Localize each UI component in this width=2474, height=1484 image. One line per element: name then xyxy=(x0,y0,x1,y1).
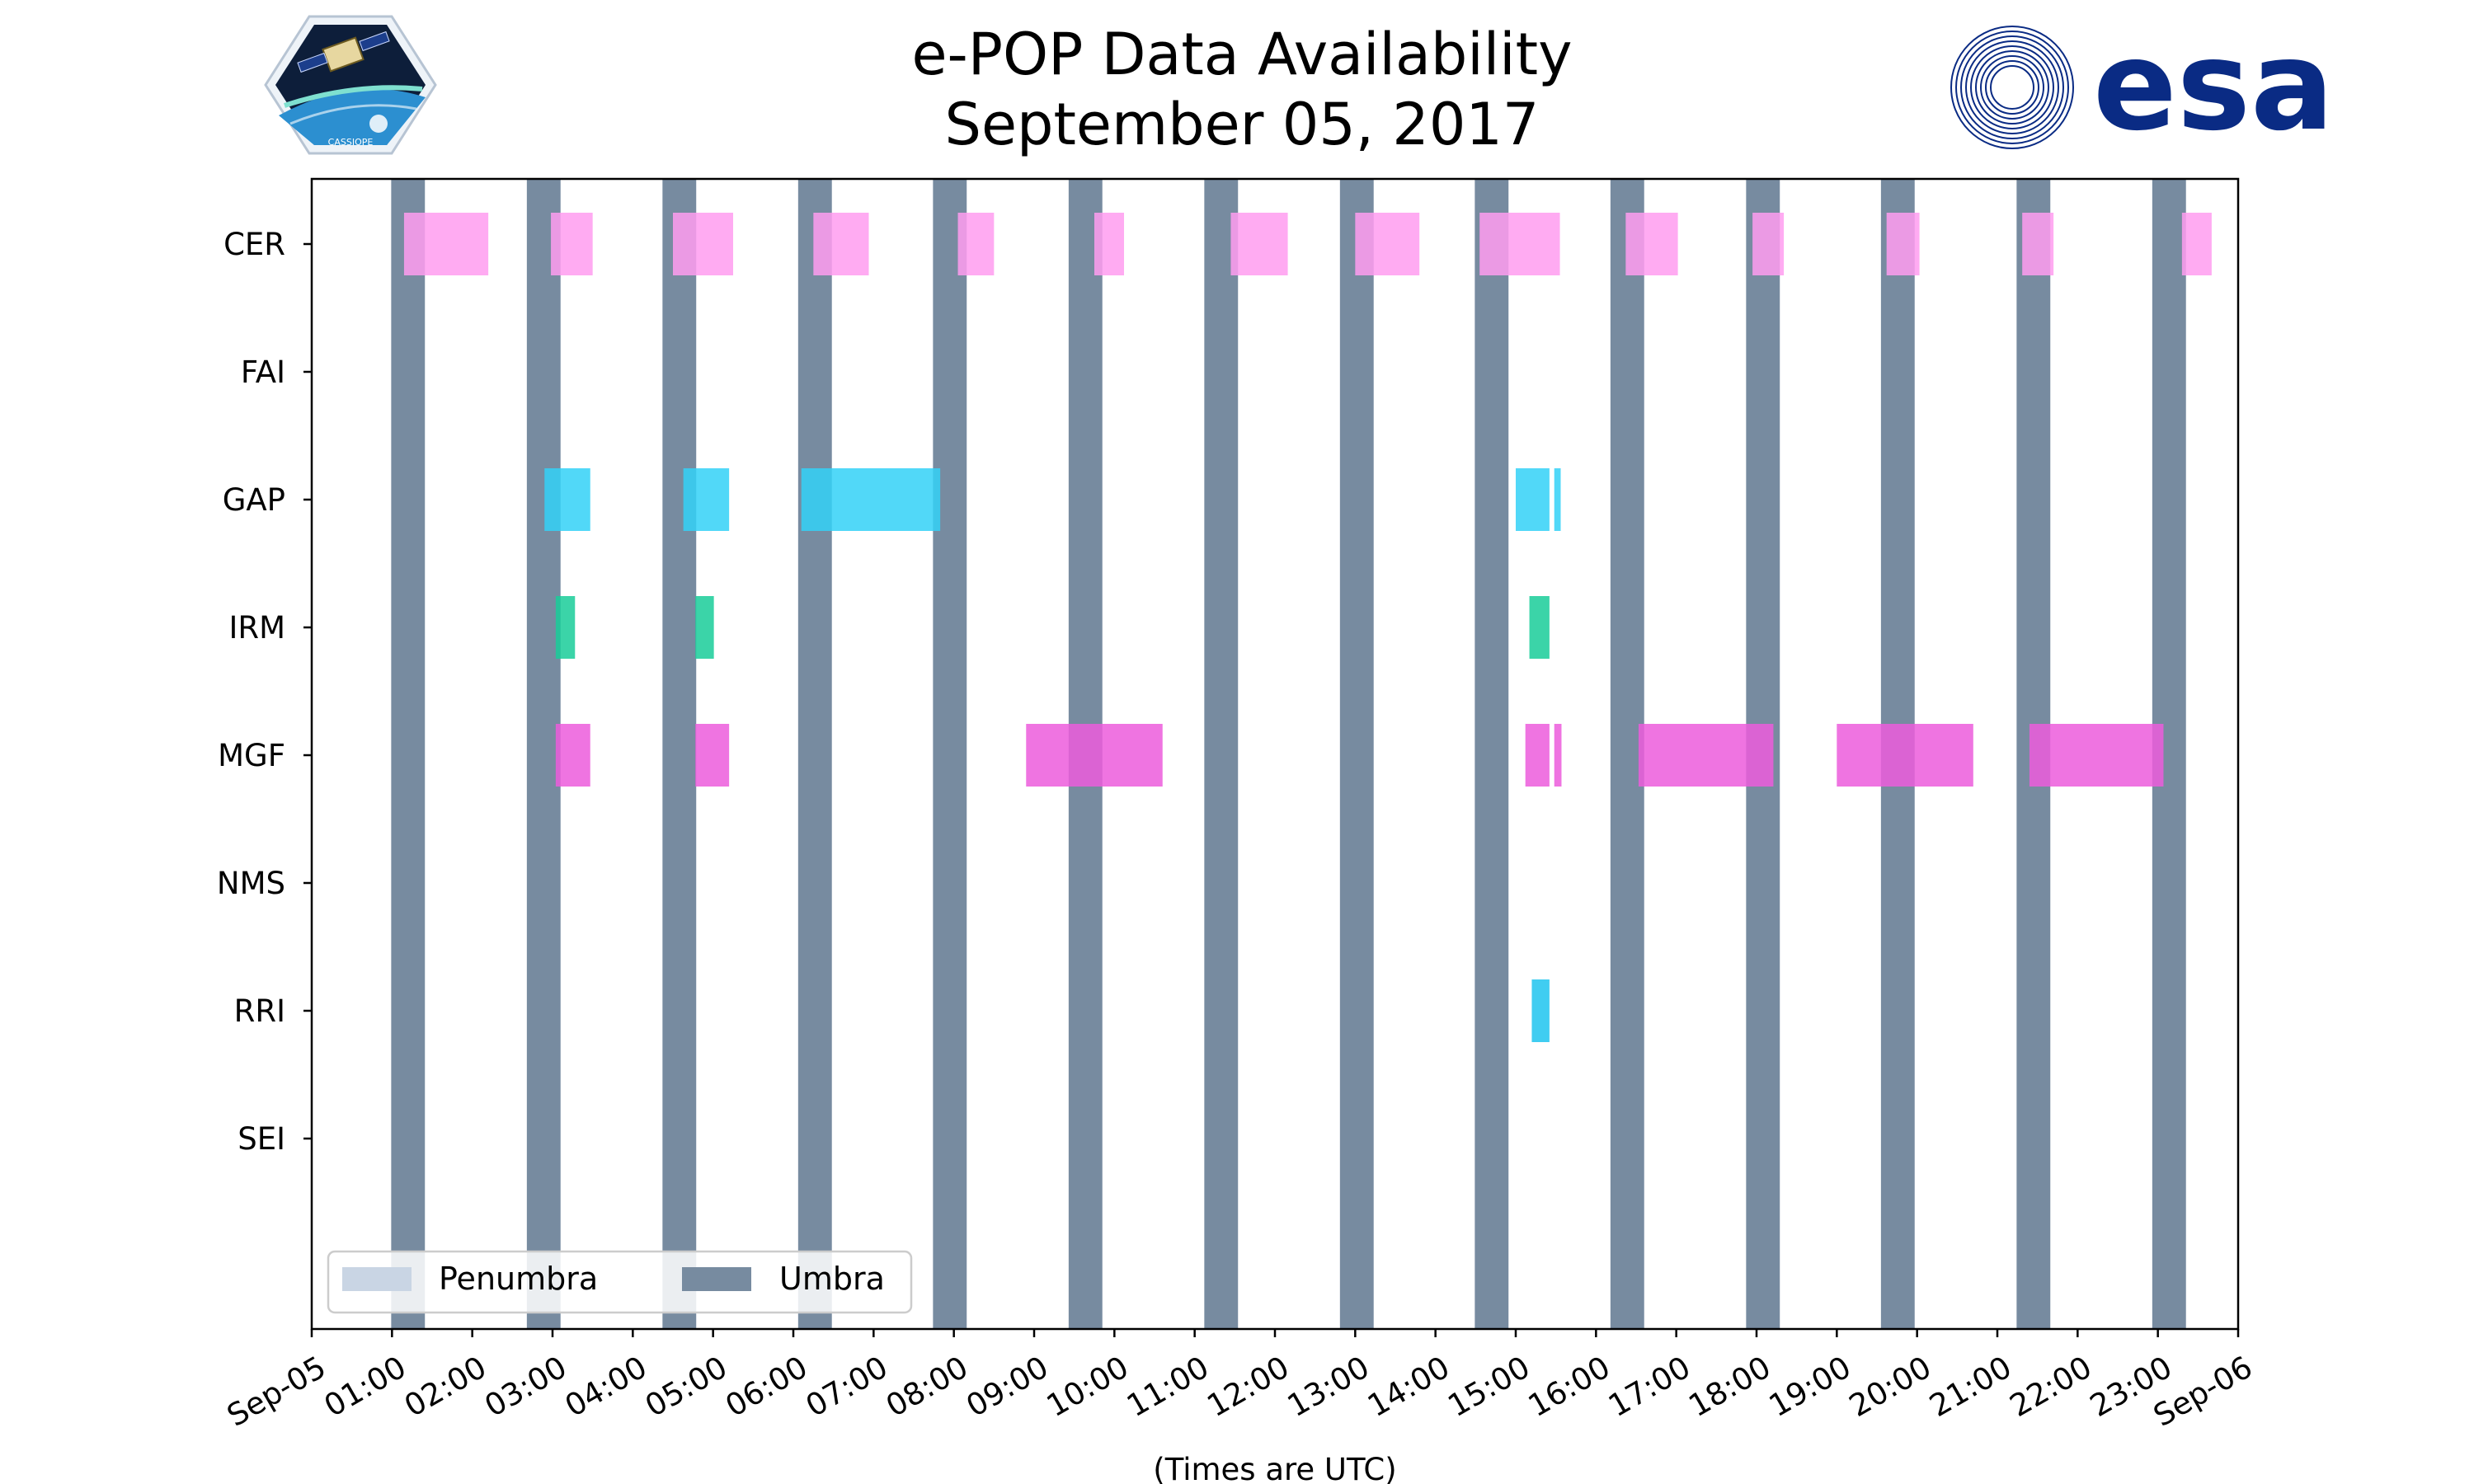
x-tick-label-9: 09:00 xyxy=(961,1350,1055,1425)
gap-bar-5 xyxy=(1554,468,1561,531)
x-tick-label-20: 20:00 xyxy=(1843,1350,1937,1425)
chart-title-line-1: e-POP Data Availability xyxy=(911,21,1572,88)
mgf-bar-2 xyxy=(695,724,730,787)
cer-bar-6 xyxy=(1094,213,1125,275)
x-tick-label-13: 13:00 xyxy=(1282,1350,1376,1425)
esa-swirl-icon xyxy=(1950,26,2074,149)
mgf-bar-5 xyxy=(1554,724,1562,787)
x-tick-label-3: 03:00 xyxy=(479,1350,573,1425)
satellite-icon xyxy=(297,31,390,73)
umbra-band-7 xyxy=(1204,179,1239,1329)
cassiope-logo-text: CASSIOPE xyxy=(328,137,374,148)
umbra-band-5 xyxy=(933,179,967,1329)
mgf-bar-8 xyxy=(2029,724,2164,787)
gap-bar-2 xyxy=(683,468,730,531)
y-tick-label-fai: FAI xyxy=(241,355,285,390)
cer-bar-9 xyxy=(1479,213,1560,275)
x-tick-label-16: 16:00 xyxy=(1522,1350,1616,1425)
umbra-band-1 xyxy=(391,179,426,1329)
umbra-band-9 xyxy=(1475,179,1509,1329)
legend-swatch-umbra xyxy=(682,1267,751,1291)
x-tick-label-12: 12:00 xyxy=(1202,1350,1296,1425)
cer-bar-2 xyxy=(551,213,593,275)
umbra-band-2 xyxy=(526,179,561,1329)
cer-bar-5 xyxy=(957,213,995,275)
cer-bar-13 xyxy=(2022,213,2054,275)
x-tick-label-21: 21:00 xyxy=(1924,1350,2018,1425)
y-tick-label-mgf: MGF xyxy=(218,738,285,773)
legend-label-umbra: Umbra xyxy=(779,1261,885,1297)
x-axis-label: (Times are UTC) xyxy=(1153,1452,1396,1484)
rri-bar-1 xyxy=(1531,979,1550,1042)
x-tick-label-5: 05:00 xyxy=(639,1350,733,1425)
mgf-bar-1 xyxy=(555,724,590,787)
irm-bar-3 xyxy=(1529,596,1550,659)
data-bars xyxy=(403,213,2212,1042)
y-tick-label-irm: IRM xyxy=(228,610,285,646)
x-tick-label-10: 10:00 xyxy=(1041,1350,1135,1425)
cer-bar-3 xyxy=(673,213,733,275)
x-tick-label-17: 17:00 xyxy=(1602,1350,1696,1425)
gap-bar-4 xyxy=(1516,468,1550,531)
umbra-bands xyxy=(391,179,2186,1329)
mgf-bar-4 xyxy=(1525,724,1550,787)
esa-logo: esa xyxy=(1950,15,2334,158)
cer-bar-10 xyxy=(1625,213,1678,275)
mgf-bar-6 xyxy=(1638,724,1774,787)
x-tick-label-4: 04:00 xyxy=(559,1350,653,1425)
gap-bar-3 xyxy=(801,468,941,531)
x-tick-label-8: 08:00 xyxy=(880,1350,974,1425)
legend-box xyxy=(327,1250,913,1314)
cer-bar-4 xyxy=(813,213,869,275)
irm-bar-2 xyxy=(695,596,714,659)
x-axis: Sep-0501:0002:0003:0004:0005:0006:0007:0… xyxy=(221,1329,2258,1434)
gap-bar-1 xyxy=(544,468,590,531)
cer-bar-12 xyxy=(1886,213,1920,275)
umbra-band-8 xyxy=(1339,179,1374,1329)
mgf-bar-7 xyxy=(1837,724,1973,787)
y-tick-label-sei: SEI xyxy=(238,1121,285,1157)
y-axis: CER FAI GAP IRM MGF NMS RRI SEI xyxy=(217,227,312,1157)
x-tick-label-11: 11:00 xyxy=(1121,1350,1215,1425)
legend-label-penumbra: Penumbra xyxy=(439,1261,598,1297)
x-tick-label-18: 18:00 xyxy=(1683,1350,1777,1425)
x-tick-label-7: 07:00 xyxy=(800,1350,894,1425)
cer-bar-1 xyxy=(403,213,489,275)
cassiope-logo: CASSIOPE xyxy=(264,15,437,155)
irm-bar-1 xyxy=(555,596,576,659)
chart-title-line-2: September 05, 2017 xyxy=(945,91,1540,158)
x-tick-label-0: Sep-05 xyxy=(221,1350,332,1434)
cer-bar-8 xyxy=(1355,213,1420,275)
x-tick-label-2: 02:00 xyxy=(398,1350,492,1425)
y-tick-label-rri: RRI xyxy=(234,993,285,1029)
x-tick-label-22: 22:00 xyxy=(2004,1350,2098,1425)
x-tick-label-1: 01:00 xyxy=(318,1350,412,1425)
legend: Penumbra Umbra xyxy=(327,1250,913,1314)
y-tick-label-cer: CER xyxy=(223,227,285,262)
y-tick-label-nms: NMS xyxy=(217,866,285,901)
y-tick-label-gap: GAP xyxy=(223,482,285,518)
x-tick-label-19: 19:00 xyxy=(1763,1350,1857,1425)
x-tick-label-15: 15:00 xyxy=(1442,1350,1536,1425)
cer-bar-14 xyxy=(2181,213,2212,275)
mgf-bar-3 xyxy=(1026,724,1163,787)
esa-logo-text: esa xyxy=(2093,15,2334,158)
legend-swatch-penumbra xyxy=(342,1267,412,1291)
x-tick-label-14: 14:00 xyxy=(1362,1350,1456,1425)
globe-icon xyxy=(369,115,388,133)
umbra-band-4 xyxy=(797,179,832,1329)
cer-bar-7 xyxy=(1230,213,1288,275)
umbra-band-3 xyxy=(662,179,697,1329)
cer-bar-11 xyxy=(1752,213,1785,275)
x-tick-label-6: 06:00 xyxy=(720,1350,814,1425)
